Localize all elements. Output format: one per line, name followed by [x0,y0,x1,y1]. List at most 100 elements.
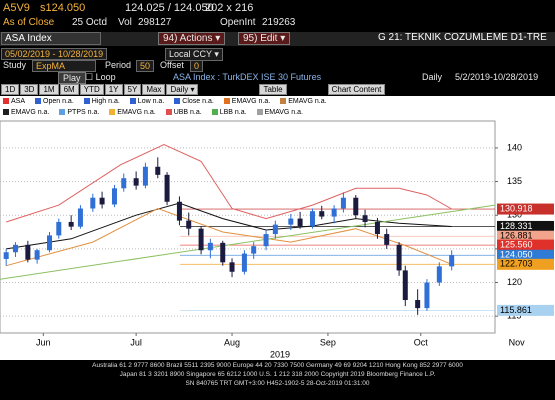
candle-body [207,242,213,251]
candle-body [272,224,278,235]
vol-label: Vol [118,17,132,28]
candle-body [319,211,325,217]
loop-label: Loop [95,72,116,82]
period[interactable]: 50 [136,60,155,72]
footer: Australia 61 2 9777 8600 Brazil 5511 239… [0,361,555,388]
candle-body [47,235,52,251]
offset[interactable]: 0 [190,60,204,72]
legend-swatch [3,109,9,116]
study[interactable]: ExpMA [32,60,96,72]
x-tick-label: Jun [36,337,51,347]
last-price: s124.050 [40,2,86,14]
candle-body [309,211,315,226]
candle-body [176,201,182,221]
play-bar: Play ☐ Loop ASA Index : TurkDEX ISE 30 F… [0,72,555,84]
size: 202 x 216 [205,2,254,14]
range-tab[interactable]: YTD [79,84,104,95]
price-label: 128.331 [500,221,533,231]
candle-body [251,246,257,254]
range-tab[interactable]: 5Y [123,84,142,95]
candle-body [56,221,62,236]
chart: 115120125130135140JunJulAugSepOctNov2019… [0,119,555,360]
candle-body [424,282,430,309]
frequency-menu[interactable]: Daily ▾ [166,84,199,95]
candle-body [77,208,83,227]
close-bar: As of Close 25 Octd Vol 298127 OpenInt 2… [0,17,555,30]
candle-body [34,250,40,260]
x-tick-label: Aug [224,337,240,347]
legend-label: Open n.a. [43,98,74,105]
legend-swatch [83,98,90,105]
price-label-box [497,249,554,261]
legend-swatch [35,98,42,105]
legend-item: EMAVG n.a. [256,107,303,118]
candle-body [374,221,380,235]
legend-label: LBB n.a. [219,109,247,116]
price-label-box [497,239,554,251]
x-tick-label: Sep [320,337,336,347]
oi: 219263 [262,17,296,28]
study-bar: Study ExpMA Period 50 Offset 0 [0,60,555,72]
legend-item: EMAVG n.a. [223,96,270,107]
range-tab[interactable]: 3D [20,84,39,95]
legend-swatch [165,109,172,116]
actions-menu[interactable]: 94) Actions ▾ [158,32,226,45]
x-tick-label: Nov [509,337,526,347]
edit-menu[interactable]: 95) Edit ▾ [238,32,291,45]
candle-body [353,197,359,216]
candle-body [415,300,421,309]
candle-body [12,244,18,253]
legend-label: PTPS n.a. [67,109,100,116]
candle-body [133,178,139,186]
legend-swatch [174,98,181,105]
as-of: As of Close [3,17,55,28]
legend-item: UBB n.a. [165,107,202,118]
period-label: Period [105,60,132,70]
legend-item: Close n.a. [174,96,214,107]
legend-label: Close n.a. [182,98,214,105]
legend-label: UBB n.a. [173,109,202,116]
y-tick-label: 135 [507,176,522,186]
candle-body [331,208,337,217]
date-range[interactable]: 05/02/2019 - 10/28/2019 [1,48,108,60]
y-tick-label: 140 [507,142,522,152]
legend-swatch [211,109,218,116]
legend-swatch [109,109,116,116]
legend-item: EMAVG n.a. [280,96,327,107]
candle-body [362,215,368,222]
loop-checkbox[interactable]: ☐ Loop [85,72,116,82]
candle-body [90,197,96,209]
x-tick-label: Jul [130,337,142,347]
range-tab[interactable]: 1D [1,84,20,95]
range-tab[interactable]: 1Y [104,84,123,95]
oi-label: OpenInt [220,17,256,28]
description: ASA Index : TurkDEX ISE 30 Futures [173,72,322,82]
chart-content-button[interactable]: Chart Content [327,84,386,95]
tab-bar: 1D 3D 1M 6M YTD 1Y 5Y Max Daily ▾ Table Chart Cont… [0,84,555,96]
play-button[interactable]: Play [58,72,86,84]
legend-item: Low n.a. [129,96,164,107]
frequency: Daily [422,72,443,82]
candle-body [402,270,408,301]
candle-body [121,178,127,189]
price-label: 130.918 [500,203,533,213]
table-button[interactable]: Table [259,84,287,95]
price-label-box [497,203,554,215]
legend-item: EMAVG n.a. [109,107,156,118]
bid-ask: 124.025 / 124.050 [125,2,214,14]
candle-body [384,234,390,245]
y-tick-label: 120 [507,277,522,287]
range-tab[interactable]: Max [142,84,166,95]
range-tab[interactable]: 1M [39,84,59,95]
toolbar: ASA Index 94) Actions ▾ 95) Edit ▾ G 21:… [0,32,555,46]
candle-body [229,262,235,272]
security-input[interactable]: ASA Index [1,32,101,45]
indicator-line [6,207,452,267]
offset-label: Offset [160,60,184,70]
legend-swatch [3,98,9,105]
legend-swatch [256,109,263,116]
footer-line: Australia 61 2 9777 8600 Brazil 5511 239… [92,362,463,369]
legend-item: Open n.a. [35,96,74,107]
range-tab[interactable]: 6M [59,84,79,95]
